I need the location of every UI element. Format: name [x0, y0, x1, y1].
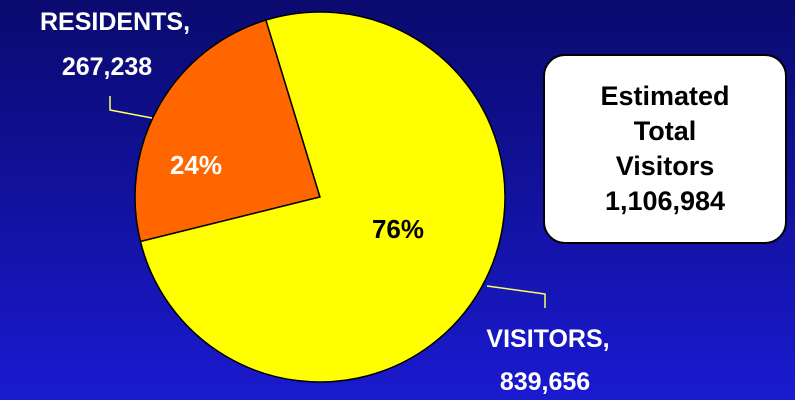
- residents-value-label: 267,238: [62, 53, 152, 81]
- info-line-visitors: Visitors: [615, 151, 715, 181]
- visitors-category-label: VISITORS,: [486, 325, 609, 353]
- visitors-slice: [139, 11, 506, 383]
- residents-percent-label: 24%: [170, 150, 222, 180]
- residents-category-label: RESIDENTS,: [40, 8, 190, 36]
- visitors-leader-line: [486, 285, 546, 308]
- info-line-total-value: 1,106,984: [604, 186, 726, 216]
- pie-slices: [134, 11, 506, 383]
- info-line-total: Total: [633, 116, 697, 146]
- info-line-estimated: Estimated: [600, 81, 730, 111]
- total-visitors-box: Estimated Total Visitors 1,106,984: [543, 54, 787, 244]
- visitors-percent-label: 76%: [372, 214, 424, 244]
- visitors-value-label: 839,656: [500, 368, 590, 396]
- residents-slice: [134, 19, 321, 243]
- residents-leader-line: [109, 96, 153, 119]
